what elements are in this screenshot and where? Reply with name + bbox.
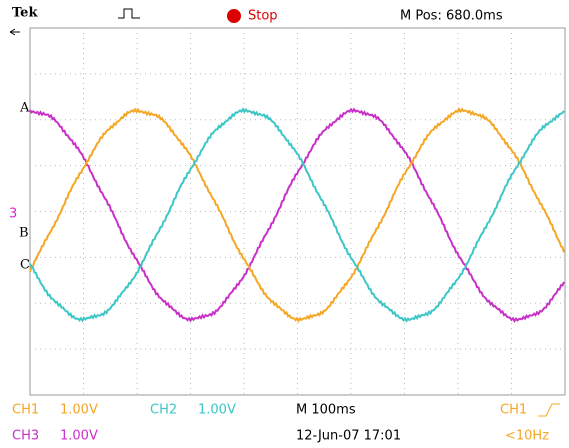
background [0,0,569,448]
ch1-scale: 1.00V [60,403,98,418]
run-status: Stop [248,9,278,24]
ch2-label: CH2 [150,403,177,418]
ch3-marker: 3 [9,207,17,222]
ch3-label: CH3 [12,429,39,444]
reference-c: C [20,258,30,273]
ch2-scale: 1.00V [198,403,236,418]
stop-indicator [227,9,241,23]
ch1-label: CH1 [12,403,39,418]
brand: Tek [12,6,38,21]
timestamp: 12-Jun-07 17:01 [296,429,401,444]
ch3-scale: 1.00V [60,429,98,444]
trigger-frequency: <10Hz [505,429,549,444]
oscilloscope-screen: Tek Stop M Pos: 680.0ms A 3 B C CH1 1.00… [0,0,569,448]
position-readout: M Pos: 680.0ms [400,9,503,24]
reference-b: B [19,226,29,241]
trigger-source: CH1 [500,403,527,418]
timebase: M 100ms [296,403,356,418]
reference-a: A [19,101,30,116]
